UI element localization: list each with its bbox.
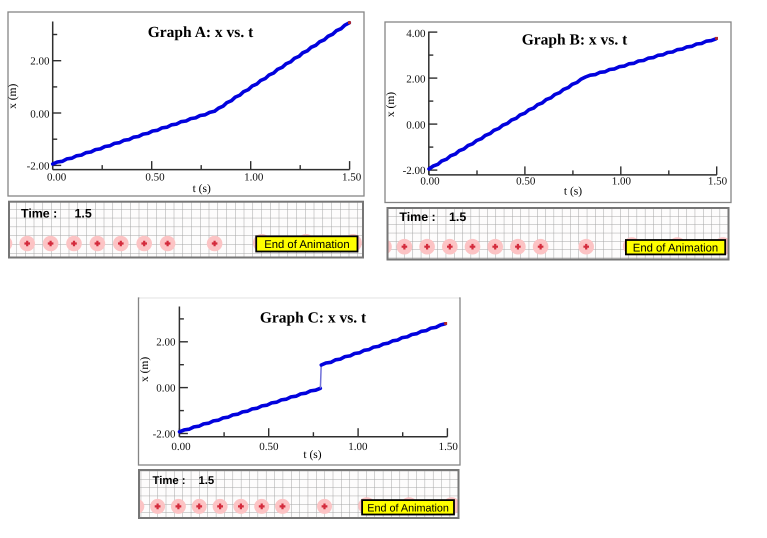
svg-text:0.50: 0.50 (259, 441, 279, 453)
svg-text:Time :: Time : (21, 207, 57, 221)
svg-text:Time :: Time : (399, 210, 435, 224)
svg-text:0.00: 0.00 (171, 441, 191, 453)
svg-text:1.5: 1.5 (449, 210, 466, 224)
svg-text:1.50: 1.50 (708, 176, 728, 188)
svg-text:Graph C: x vs. t: Graph C: x vs. t (260, 310, 367, 327)
svg-text:-2.00: -2.00 (153, 429, 176, 441)
svg-text:0.50: 0.50 (516, 176, 536, 188)
svg-text:1.50: 1.50 (342, 171, 362, 183)
svg-text:0.00: 0.00 (30, 108, 50, 120)
svg-text:x (m): x (m) (139, 357, 151, 382)
svg-text:t (s): t (s) (303, 449, 321, 461)
svg-text:2.00: 2.00 (30, 55, 50, 67)
svg-text:1.50: 1.50 (439, 441, 459, 453)
svg-text:x (m): x (m) (7, 84, 19, 109)
svg-text:1.00: 1.00 (244, 171, 264, 183)
svg-text:0.00: 0.00 (406, 119, 426, 131)
svg-text:1.5: 1.5 (75, 207, 92, 221)
svg-text:End of Animation: End of Animation (367, 503, 449, 515)
svg-text:1.00: 1.00 (612, 176, 632, 188)
svg-text:Graph A: x vs. t: Graph A: x vs. t (148, 24, 254, 41)
svg-text:0.00: 0.00 (156, 383, 176, 395)
svg-text:0.00: 0.00 (47, 171, 67, 183)
svg-text:0.00: 0.00 (420, 176, 440, 188)
svg-text:0.50: 0.50 (145, 171, 165, 183)
svg-text:1.00: 1.00 (348, 441, 368, 453)
svg-text:4.00: 4.00 (406, 28, 426, 40)
svg-text:-2.00: -2.00 (27, 161, 50, 173)
svg-text:Time :: Time : (153, 475, 186, 487)
svg-text:t (s): t (s) (564, 185, 582, 197)
svg-text:-2.00: -2.00 (403, 165, 426, 177)
svg-text:1.5: 1.5 (199, 475, 215, 487)
svg-text:End of Animation: End of Animation (633, 242, 718, 254)
svg-text:Graph B: x vs. t: Graph B: x vs. t (522, 32, 628, 49)
svg-text:2.00: 2.00 (156, 336, 176, 348)
svg-text:x (m): x (m) (385, 92, 397, 117)
svg-text:End of Animation: End of Animation (264, 239, 349, 251)
svg-text:t (s): t (s) (193, 183, 211, 195)
svg-text:2.00: 2.00 (406, 73, 426, 85)
